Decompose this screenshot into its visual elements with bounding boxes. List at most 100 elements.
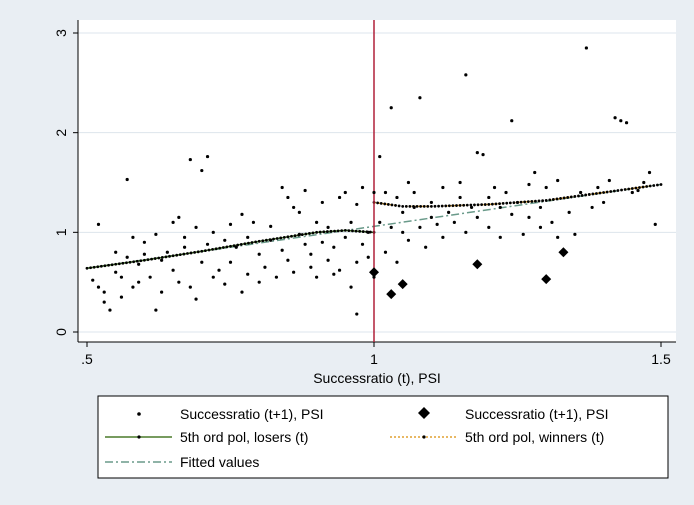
fit-winners-marker [526,200,530,204]
scatter-point [309,265,313,269]
legend-label: 5th ord pol, winners (t) [465,429,604,445]
fit-losers-marker [361,230,365,233]
fit-winners-marker [623,188,627,191]
scatter-point [510,119,514,123]
scatter-point [309,252,313,256]
scatter-point [487,225,491,229]
fit-winners-marker [480,203,484,207]
fit-winners-marker [602,191,605,194]
scatter-point [538,205,543,210]
fit-losers-marker [150,257,153,261]
scatter-point [228,260,233,264]
fit-winners-marker [569,195,573,199]
fit-losers-marker [254,240,258,244]
fit-winners-marker [386,203,390,206]
fit-losers-marker [114,262,118,266]
scatter-point [240,212,244,216]
fit-winners-marker [638,186,641,189]
fit-winners-marker [437,204,440,208]
fit-losers-marker [193,250,197,254]
scatter-point [286,195,290,200]
fit-losers-marker [110,263,114,267]
scatter-point [447,210,451,214]
fit-losers-marker [250,241,254,244]
fit-losers-marker [279,236,283,240]
diamond-point [472,259,483,270]
scatter-points [91,46,657,316]
legend-label: Successratio (t+1), PSI [180,406,324,422]
fit-losers-marker [182,252,186,256]
fit-winners-marker [465,203,469,207]
fit-winners-marker [598,191,602,195]
scatter-point [200,260,204,264]
fit-losers-marker [308,232,311,235]
fit-losers-marker [214,247,218,251]
fit-winners-marker [523,200,527,204]
scatter-point [114,270,118,274]
fit-losers-marker [157,256,161,260]
scatter-point [125,177,129,182]
scatter-point [429,200,433,205]
scatter-point [251,220,256,224]
fit-winners-marker [652,184,656,187]
scatter-point [240,290,244,294]
scatter-point [441,185,445,190]
fit-losers-marker [315,230,318,234]
scatter-point [349,285,353,289]
scatter-point [475,215,479,219]
fit-winners-marker [498,202,501,206]
fit-winners-marker [580,194,584,197]
fit-winners-marker [541,199,545,203]
fit-winners-marker [376,201,379,205]
scatter-point [194,225,198,229]
fit-losers-marker [236,243,240,247]
fit-winners-marker [620,188,623,192]
scatter-point [269,238,273,242]
fit-losers-marker [128,260,132,264]
fit-losers-marker [272,237,275,241]
fit-losers-marker [121,261,125,265]
fit-winners-marker [397,204,401,208]
scatter-point [389,106,393,110]
scatter-point [320,200,324,205]
fit-losers-marker [318,230,322,234]
fit-winners-marker [447,204,451,208]
fit-winners-marker [508,201,512,205]
scatter-point [171,268,175,272]
fit-losers-marker [243,242,247,246]
scatter-point [590,205,594,210]
fit-losers-marker [304,232,308,236]
fit-losers-marker [311,231,315,235]
fit-winners-marker [490,202,494,206]
scatter-point [142,240,146,244]
scatter-point [360,242,365,246]
legend-label: 5th ord pol, losers (t) [180,429,308,445]
fit-losers-marker [351,229,354,233]
scatter-point [383,250,388,254]
scatter-point [510,212,514,216]
y-tick-label: 3 [53,29,69,37]
scatter-point [401,230,405,234]
fit-winners-marker [483,203,487,206]
scatter-point [119,295,124,299]
scatter-point [515,200,520,205]
scatter-point [619,119,623,123]
scatter-point [349,220,353,224]
fit-losers-marker [286,235,290,239]
scatter-point [160,290,164,294]
fit-losers-marker [300,233,304,236]
plot-area [78,20,676,342]
x-tick-label: 1.5 [651,351,671,367]
diamond-point [369,267,379,278]
diamond-point [397,279,408,290]
fit-losers-marker [343,228,347,232]
scatter-point [372,190,376,195]
scatter-point [355,312,359,316]
fit-winners-marker [659,183,663,186]
y-tick-label: 2 [53,129,69,137]
fit-losers-marker [85,266,89,270]
diamond-point [558,247,569,258]
fit-winners-marker [383,202,387,206]
fit-winners-marker [577,194,580,198]
